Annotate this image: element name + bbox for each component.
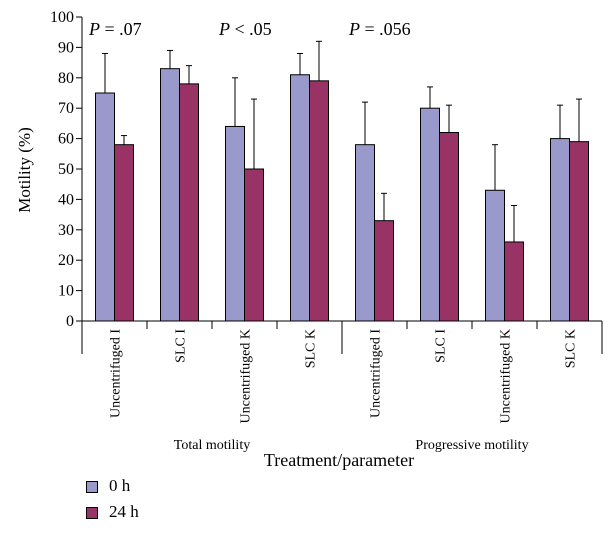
category-label: Uncentrifuged K — [499, 329, 514, 423]
p-symbol: P — [88, 19, 100, 39]
y-tick-label: 30 — [58, 222, 74, 239]
y-tick-label: 70 — [58, 100, 74, 117]
category-label: SLC I — [434, 329, 449, 363]
bar-0h-3 — [290, 74, 310, 322]
group-label: Progressive motility — [415, 438, 528, 453]
y-tick-label: 100 — [50, 9, 74, 26]
y-tick-label: 0 — [66, 313, 74, 330]
p-value-text: < .05 — [230, 19, 272, 39]
bar-24h-5 — [439, 132, 459, 322]
legend-swatch-24h — [86, 507, 98, 520]
y-tick-label: 20 — [58, 252, 74, 269]
bar-0h-6 — [485, 189, 505, 322]
legend-label-24h: 24 h — [109, 502, 139, 521]
bars — [95, 40, 589, 322]
bar-0h-1 — [160, 68, 180, 322]
category-label: SLC K — [304, 329, 319, 368]
category-label: Uncentrifuged I — [369, 329, 384, 418]
bar-24h-2 — [244, 168, 264, 322]
bar-0h-2 — [225, 125, 245, 322]
bar-24h-6 — [504, 241, 524, 322]
y-tick-label: 90 — [58, 39, 74, 56]
p-value-text: = .056 — [360, 19, 411, 39]
y-tick-label: 80 — [58, 70, 74, 87]
bar-chart: 0 10 20 30 40 50 60 70 80 90 100 Uncentrifuged I SL… — [15, 9, 603, 470]
legend-swatch-0h — [86, 481, 98, 494]
p-value-annotation: P < .05 — [218, 19, 272, 39]
bar-0h-4 — [355, 144, 375, 322]
y-tick-label: 10 — [58, 283, 74, 300]
category-label: SLC I — [174, 329, 189, 363]
group-label: Total motility — [174, 438, 250, 453]
annotations: P = .07 P < .05 P = .056 — [88, 19, 411, 39]
p-value-text: = .07 — [100, 19, 142, 39]
bar-24h-1 — [179, 83, 199, 322]
x-axis-label: Treatment/parameter — [264, 450, 414, 470]
p-value-annotation: P = .056 — [348, 19, 411, 39]
bar-0h-7 — [550, 138, 570, 322]
x-axis: Uncentrifuged I SLC I Uncentrifuged K SLC K… — [81, 320, 603, 453]
category-label: Uncentrifuged K — [239, 329, 254, 423]
y-tick-label: 40 — [58, 191, 74, 208]
bar-24h-4 — [374, 220, 394, 322]
bar-0h-5 — [420, 107, 440, 322]
p-symbol: P — [348, 19, 360, 39]
bar-24h-7 — [569, 141, 589, 322]
bar-24h-0 — [114, 144, 134, 322]
category-label: SLC K — [564, 329, 579, 368]
legend-label-0h: 0 h — [109, 476, 131, 495]
p-symbol: P — [218, 19, 230, 39]
category-label: Uncentrifuged I — [109, 329, 124, 418]
p-value-annotation: P = .07 — [88, 19, 142, 39]
y-tick-label: 50 — [58, 161, 74, 178]
bar-24h-3 — [309, 80, 329, 322]
legend-item-0h: 0 h — [86, 476, 130, 496]
bar-0h-0 — [95, 92, 115, 322]
y-axis: 0 10 20 30 40 50 60 70 80 90 100 — [50, 9, 83, 330]
y-tick-label: 60 — [58, 131, 74, 148]
y-axis-label: Motility (%) — [15, 127, 34, 212]
legend-item-24h: 24 h — [86, 502, 139, 522]
